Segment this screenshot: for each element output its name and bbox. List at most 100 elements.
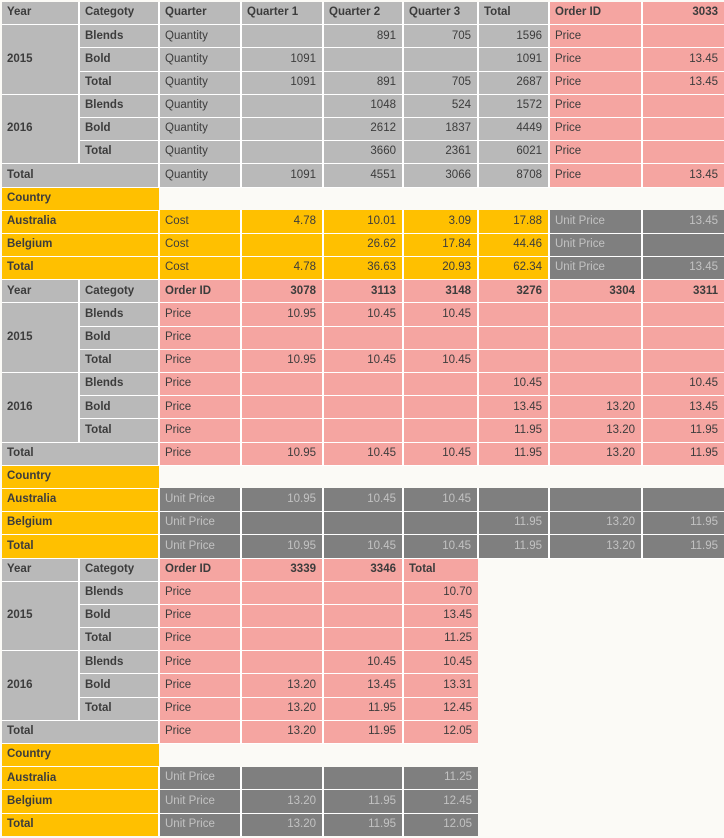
order-id-header[interactable]: 3148 xyxy=(403,279,479,304)
value-cell[interactable]: 13.20 xyxy=(241,720,324,745)
measure-label[interactable]: Price xyxy=(159,326,242,350)
value-cell[interactable]: 11.95 xyxy=(323,813,404,836)
value-cell[interactable]: 10.45 xyxy=(403,534,479,559)
value-cell[interactable]: 10.45 xyxy=(323,488,404,513)
value-cell[interactable]: 13.45 xyxy=(642,210,724,234)
measure-label[interactable]: Price xyxy=(159,673,242,698)
empty-cell[interactable] xyxy=(241,627,324,652)
value-cell[interactable]: 13.45 xyxy=(323,673,404,698)
column-header-order-id[interactable]: Order ID xyxy=(159,558,242,582)
value-cell[interactable]: 11.25 xyxy=(403,766,478,791)
country-section-header[interactable]: Country xyxy=(2,743,159,768)
order-id-header[interactable]: 3113 xyxy=(323,279,404,304)
measure-label[interactable]: Price xyxy=(549,24,643,49)
empty-cell[interactable] xyxy=(549,488,643,513)
column-header-category[interactable]: Categoty xyxy=(79,2,160,26)
value-cell[interactable]: 12.45 xyxy=(403,789,478,814)
empty-cell[interactable] xyxy=(549,372,643,397)
value-cell[interactable]: 13.20 xyxy=(241,813,324,836)
empty-cell[interactable] xyxy=(241,581,324,605)
value-cell[interactable]: 13.45 xyxy=(642,256,724,281)
category-label[interactable]: Blends xyxy=(79,24,160,49)
empty-cell[interactable] xyxy=(323,395,404,420)
value-cell[interactable]: 10.95 xyxy=(241,349,324,374)
empty-cell[interactable] xyxy=(241,372,324,397)
value-cell[interactable]: 13.20 xyxy=(549,442,643,466)
value-cell[interactable]: 20.93 xyxy=(403,256,479,281)
category-total-label[interactable]: Total xyxy=(79,627,160,652)
measure-label[interactable]: Price xyxy=(549,163,643,188)
value-cell[interactable]: 17.84 xyxy=(403,233,479,258)
order-id-header[interactable]: 3276 xyxy=(478,279,550,304)
order-id-header[interactable]: 3346 xyxy=(323,558,404,582)
category-label[interactable]: Blends xyxy=(79,302,160,327)
measure-label[interactable]: Unit Price xyxy=(159,789,242,814)
value-cell[interactable]: 10.70 xyxy=(403,581,478,605)
order-id-header[interactable]: 3311 xyxy=(642,279,724,304)
column-header-quarter-3[interactable]: Quarter 3 xyxy=(403,2,479,26)
country-total-label[interactable]: Total xyxy=(2,256,160,281)
measure-label[interactable]: Price xyxy=(549,117,643,142)
empty-cell[interactable] xyxy=(323,581,404,605)
value-cell[interactable]: 13.45 xyxy=(403,604,478,629)
measure-label[interactable]: Price xyxy=(549,94,643,118)
value-cell[interactable]: 1091 xyxy=(241,47,324,72)
value-cell[interactable]: 10.45 xyxy=(323,302,404,327)
measure-label[interactable]: Price xyxy=(549,71,643,95)
value-cell[interactable]: 705 xyxy=(403,24,479,49)
value-cell[interactable]: 524 xyxy=(403,94,479,118)
value-cell[interactable]: 10.45 xyxy=(403,488,479,513)
empty-cell[interactable] xyxy=(241,117,324,142)
value-cell[interactable]: 13.20 xyxy=(241,789,324,814)
column-header-quarter-2[interactable]: Quarter 2 xyxy=(323,2,404,26)
country-label[interactable]: Belgium xyxy=(2,789,160,814)
category-label[interactable]: Bold xyxy=(79,47,160,72)
measure-label[interactable]: Unit Price xyxy=(159,813,242,836)
measure-label[interactable]: Quantity xyxy=(159,71,242,95)
measure-label[interactable]: Price xyxy=(159,627,242,652)
measure-label[interactable]: Unit Price xyxy=(159,488,242,513)
value-cell[interactable]: 1837 xyxy=(403,117,479,142)
empty-cell[interactable] xyxy=(549,326,643,350)
empty-cell[interactable] xyxy=(323,418,404,443)
value-cell[interactable]: 2361 xyxy=(403,140,479,165)
value-cell[interactable]: 11.95 xyxy=(478,442,550,466)
empty-cell[interactable] xyxy=(241,140,324,165)
value-cell[interactable]: 10.45 xyxy=(323,650,404,675)
measure-label[interactable]: Quantity xyxy=(159,47,242,72)
value-cell[interactable]: 2612 xyxy=(323,117,404,142)
measure-label[interactable]: Unit Price xyxy=(549,210,643,234)
empty-cell[interactable] xyxy=(323,326,404,350)
empty-cell[interactable] xyxy=(403,511,479,536)
value-cell[interactable]: 11.95 xyxy=(642,418,724,443)
measure-label[interactable]: Quantity xyxy=(159,24,242,49)
value-cell[interactable]: 1091 xyxy=(241,163,324,188)
empty-cell[interactable] xyxy=(478,488,550,513)
value-cell[interactable]: 11.95 xyxy=(323,720,404,745)
value-cell[interactable]: 11.95 xyxy=(478,418,550,443)
category-label[interactable]: Blends xyxy=(79,94,160,118)
value-cell[interactable]: 13.45 xyxy=(642,47,724,72)
value-cell[interactable]: 3.09 xyxy=(403,210,479,234)
value-cell[interactable]: 10.45 xyxy=(403,349,479,374)
measure-label[interactable]: Cost xyxy=(159,233,242,258)
column-header-total[interactable]: Total xyxy=(403,558,478,582)
empty-cell[interactable] xyxy=(323,47,404,72)
country-total-label[interactable]: Total xyxy=(2,813,160,836)
value-cell[interactable]: 12.45 xyxy=(403,697,478,721)
value-cell[interactable]: 10.95 xyxy=(241,302,324,327)
empty-cell[interactable] xyxy=(323,604,404,629)
category-label[interactable]: Bold xyxy=(79,673,160,698)
empty-cell[interactable] xyxy=(642,117,724,142)
country-label[interactable]: Belgium xyxy=(2,511,160,536)
category-label[interactable]: Bold xyxy=(79,326,160,350)
empty-cell[interactable] xyxy=(478,326,550,350)
value-cell[interactable]: 6021 xyxy=(478,140,550,165)
category-label[interactable]: Blends xyxy=(79,581,160,605)
category-label[interactable]: Bold xyxy=(79,395,160,420)
year-label[interactable]: 2015 xyxy=(2,24,80,95)
column-header-order-id[interactable]: Order ID xyxy=(159,279,242,304)
value-cell[interactable]: 13.20 xyxy=(549,395,643,420)
empty-cell[interactable] xyxy=(241,326,324,350)
measure-label[interactable]: Unit Price xyxy=(159,766,242,791)
